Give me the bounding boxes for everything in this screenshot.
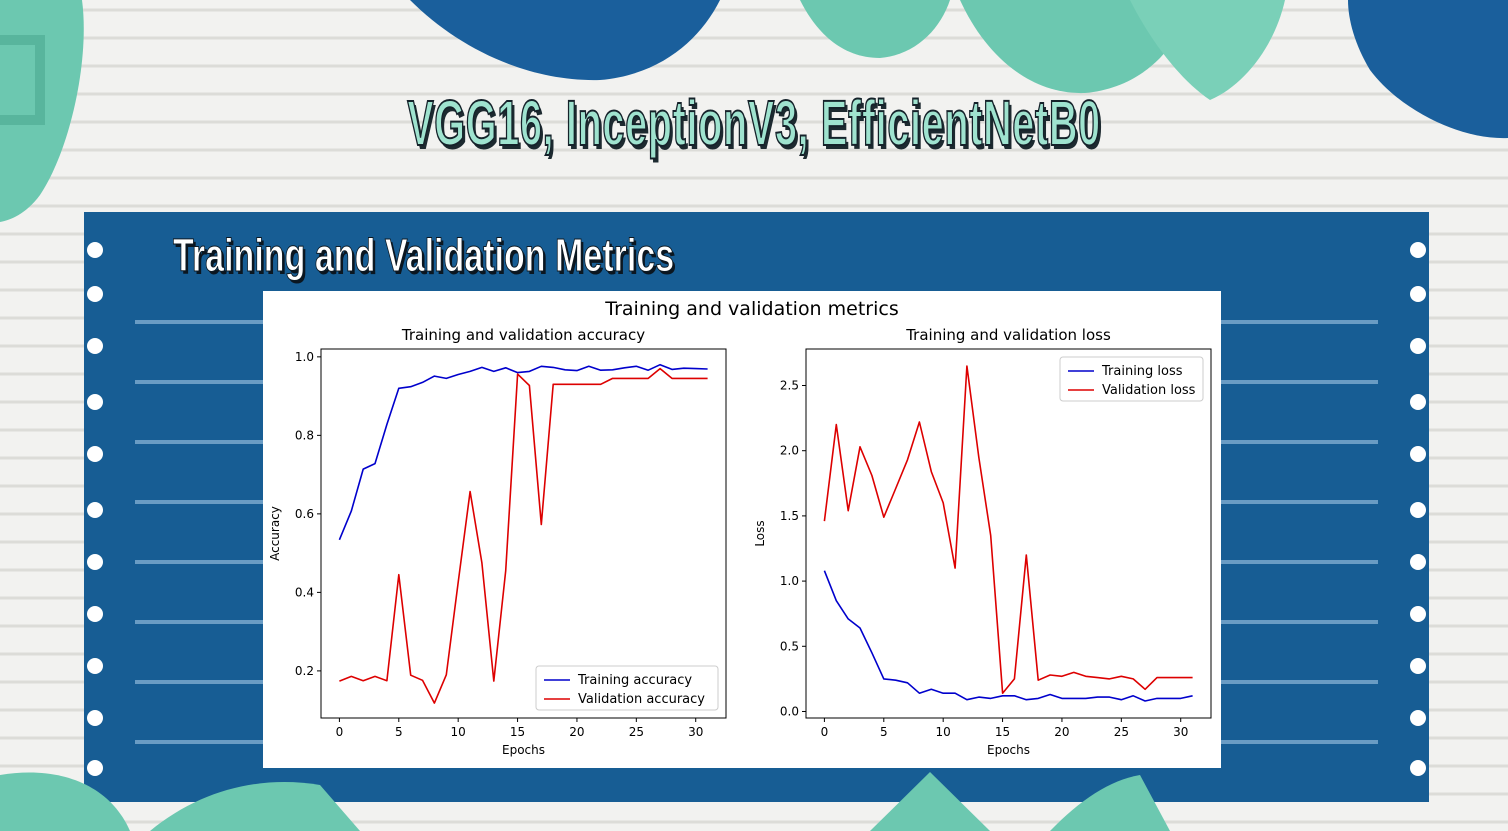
x-axis-label: Epochs: [987, 743, 1030, 757]
x-tick-label: 20: [569, 725, 584, 739]
series-line-training-loss: [823, 570, 1193, 702]
x-axis-label: Epochs: [502, 743, 545, 757]
x-tick-label: 20: [1054, 725, 1069, 739]
chart-legend: Training loss Validation loss: [1059, 356, 1204, 402]
section-title: Training and Validation Metrics: [173, 229, 675, 282]
legend-label-training-loss: Training loss: [1101, 364, 1183, 379]
x-tick-label: 10: [451, 725, 466, 739]
x-tick-label: 25: [1114, 725, 1129, 739]
y-tick-label: 0.4: [295, 585, 314, 599]
legend-label-validation-loss: Validation loss: [1102, 383, 1196, 398]
y-tick-label: 0.5: [780, 639, 799, 653]
accuracy-subplot: Training and validation accuracy 0 5 10 15 20…: [268, 326, 727, 757]
y-axis-label: Loss: [753, 520, 767, 546]
decor-blue-blob-top: [410, 0, 720, 81]
y-axis-label: Accuracy: [268, 506, 282, 561]
x-tick-label: 5: [395, 725, 403, 739]
y-tick-label: 1.0: [780, 574, 799, 588]
y-tick-label: 0.2: [295, 664, 314, 678]
slide-title: VGG16, InceptionV3, EfficientNetB0: [407, 86, 1101, 160]
x-tick-label: 30: [1173, 725, 1188, 739]
legend-label-validation-accuracy: Validation accuracy: [578, 692, 705, 707]
x-tick-label: 10: [936, 725, 951, 739]
punch-holes-left: [87, 242, 103, 776]
chart-canvas: Training and validation metrics Training…: [268, 298, 1212, 757]
x-tick-label: 5: [880, 725, 888, 739]
loss-subplot: Training and validation loss 0 5 10 15 20 25 30…: [753, 326, 1212, 757]
legend-label-training-accuracy: Training accuracy: [577, 673, 692, 688]
subplot-title: Training and validation accuracy: [401, 326, 645, 344]
plot-frame: [320, 348, 727, 719]
figure-suptitle: Training and validation metrics: [604, 298, 898, 320]
series-line-validation-accuracy: [339, 367, 708, 704]
y-tick-label: 0.8: [295, 428, 314, 442]
y-tick-label: 1.0: [295, 350, 314, 364]
x-tick-label: 25: [629, 725, 644, 739]
legend-frame: [1059, 356, 1204, 402]
plot-frame: [805, 348, 1212, 719]
y-tick-label: 1.5: [780, 509, 799, 523]
chart-legend: Training accuracy Validation accuracy: [535, 665, 719, 711]
punch-holes-right: [1410, 242, 1426, 776]
decor-teal-triangle-bottom: [870, 772, 990, 831]
decor-teal-blob-bottom-left: [0, 772, 130, 831]
x-tick-label: 15: [510, 725, 525, 739]
x-tick-label: 0: [821, 725, 829, 739]
x-tick-label: 0: [336, 725, 344, 739]
x-tick-label: 30: [688, 725, 703, 739]
y-tick-label: 2.0: [780, 444, 799, 458]
y-tick-label: 0.0: [780, 704, 799, 718]
subplot-title: Training and validation loss: [905, 326, 1111, 344]
legend-frame: [535, 665, 719, 711]
y-tick-label: 0.6: [295, 507, 314, 521]
x-tick-label: 15: [995, 725, 1010, 739]
series-line-training-accuracy: [338, 363, 708, 541]
y-tick-label: 2.5: [780, 379, 799, 393]
decor-blue-blob-right: [1348, 0, 1508, 139]
series-line-validation-loss: [823, 365, 1193, 695]
chart-figure: Training and validation metrics Training…: [263, 291, 1221, 768]
decor-teal-blob-top: [800, 0, 950, 58]
